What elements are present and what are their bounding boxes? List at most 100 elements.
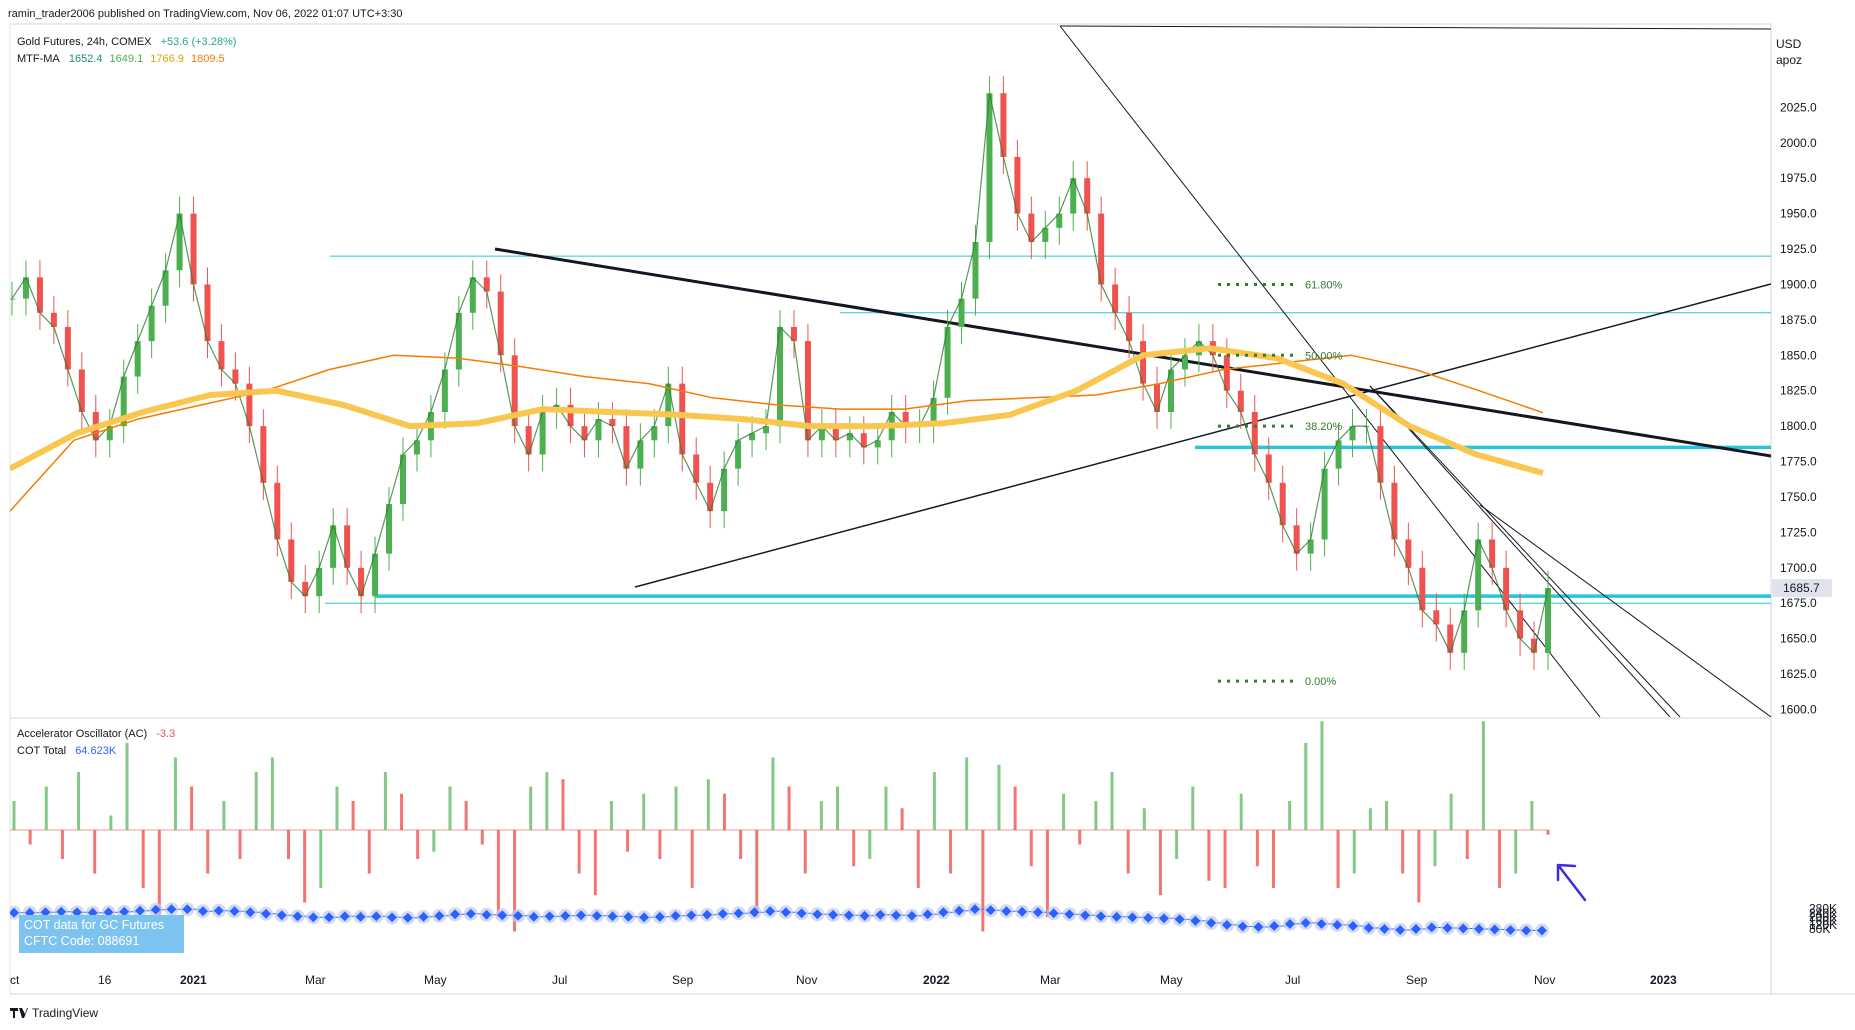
cot-marker <box>245 907 256 918</box>
publish-info: ramin_trader2006 published on TradingVie… <box>8 8 403 20</box>
cot-marker <box>544 911 555 922</box>
price-candle <box>721 468 728 512</box>
cot-marker <box>324 912 335 923</box>
price-candle <box>274 482 281 540</box>
cot-marker <box>1537 925 1547 936</box>
cot-marker <box>1095 911 1106 922</box>
cot-marker <box>607 911 618 922</box>
cot-marker <box>859 910 870 921</box>
price-tick-label: 1800.0 <box>1780 419 1817 433</box>
cot-marker <box>229 906 240 917</box>
annotation-arrow <box>1556 863 1587 902</box>
cot-marker <box>938 907 949 918</box>
axes: 1600.0 1625.0 1650.0 1675.0 1700.0 1725.0 1750… <box>10 100 1837 987</box>
time-tick-label: Sep <box>672 973 694 987</box>
price-candle <box>1084 178 1091 214</box>
price-candle <box>1181 355 1188 370</box>
cot-marker <box>465 908 476 919</box>
price-series <box>10 76 1551 670</box>
cot-marker <box>670 910 681 921</box>
cot-marker <box>1474 924 1484 934</box>
trendline-down-1 <box>1059 25 1601 717</box>
price-candle <box>260 426 267 483</box>
price-candle <box>50 312 57 327</box>
cot-marker <box>1332 919 1343 930</box>
price-candle <box>1279 482 1286 526</box>
ma-value-2: 1649.1 <box>109 53 144 65</box>
cot-marker <box>513 910 524 921</box>
cot-marker <box>1221 919 1232 930</box>
price-candle <box>777 326 783 427</box>
price-candle <box>972 241 979 299</box>
price-candle <box>1098 213 1105 285</box>
price-candle <box>902 411 909 427</box>
cot-marker <box>56 906 67 917</box>
price-candle <box>1070 178 1077 214</box>
cot-marker <box>1174 914 1185 925</box>
price-candle <box>1531 638 1538 653</box>
price-candle <box>497 291 504 356</box>
cot-marker <box>387 912 398 923</box>
cot-marker <box>702 909 713 920</box>
price-candle <box>1000 93 1007 157</box>
price-candle <box>930 397 937 427</box>
price-candle <box>1237 390 1244 412</box>
cot-marker <box>1143 912 1154 923</box>
price-candle <box>958 298 965 327</box>
time-tick-label: 2021 <box>180 973 207 987</box>
cot-marker <box>1300 917 1311 928</box>
grid <box>9 23 1855 995</box>
price-tick-label: 1625.0 <box>1780 667 1817 681</box>
cot-marker <box>371 911 382 922</box>
price-candle <box>78 369 85 412</box>
oscillator-legend: Accelerator Oscillator (AC) -3.3 <box>17 728 181 740</box>
scale-mode[interactable]: apoz <box>1776 53 1803 67</box>
time-tick-label: 2022 <box>923 973 950 987</box>
price-candle <box>1419 567 1426 611</box>
price-candle <box>651 426 658 441</box>
price-candle <box>1265 454 1272 483</box>
time-tick-label: Mar <box>305 973 326 987</box>
price-candle <box>1489 539 1496 568</box>
price-candle <box>1293 525 1300 554</box>
price-candle <box>358 567 365 597</box>
ma-100-line <box>10 345 1544 476</box>
cot-tick-label: 200K <box>1809 910 1837 924</box>
fib-label: 38.20% <box>1305 421 1343 433</box>
price-candle <box>1433 610 1440 625</box>
price-candle <box>1447 624 1454 653</box>
price-candle <box>162 270 169 306</box>
price-candle <box>36 277 43 313</box>
price-tick-label: 1925.0 <box>1780 242 1817 256</box>
cot-marker <box>654 911 665 922</box>
price-candle <box>1112 284 1119 313</box>
last-price-tag <box>1772 579 1832 598</box>
moving-averages <box>10 345 1544 512</box>
cot-marker <box>1158 913 1169 924</box>
cot-label[interactable]: COT Total <box>17 745 67 757</box>
price-candle <box>735 440 742 469</box>
cot-marker <box>576 910 587 921</box>
price-candle <box>609 419 616 427</box>
price-candle <box>1056 213 1063 228</box>
cot-marker <box>481 909 492 920</box>
cot-marker <box>10 907 19 918</box>
price-candle <box>679 383 686 455</box>
ao-label[interactable]: Accelerator Oscillator (AC) <box>17 728 148 740</box>
price-candle <box>1321 468 1328 540</box>
trendline-down-3 <box>1369 385 1671 717</box>
price-candle <box>372 553 379 597</box>
symbol-title[interactable]: Gold Futures, 24h, COMEX <box>17 36 152 48</box>
price-candle <box>1377 426 1384 483</box>
price-candle <box>1349 426 1356 441</box>
cot-marker <box>1521 925 1532 936</box>
ma-label[interactable]: MTF-MA <box>17 53 60 65</box>
tradingview-logo[interactable]: TradingView <box>10 1006 98 1020</box>
cot-marker <box>1442 923 1453 933</box>
cot-marker <box>292 911 303 922</box>
price-candle <box>120 376 127 427</box>
trendline-down-2 <box>1369 385 1681 717</box>
price-candle <box>302 581 309 597</box>
price-candle <box>288 539 295 582</box>
price-candle <box>1391 482 1398 540</box>
